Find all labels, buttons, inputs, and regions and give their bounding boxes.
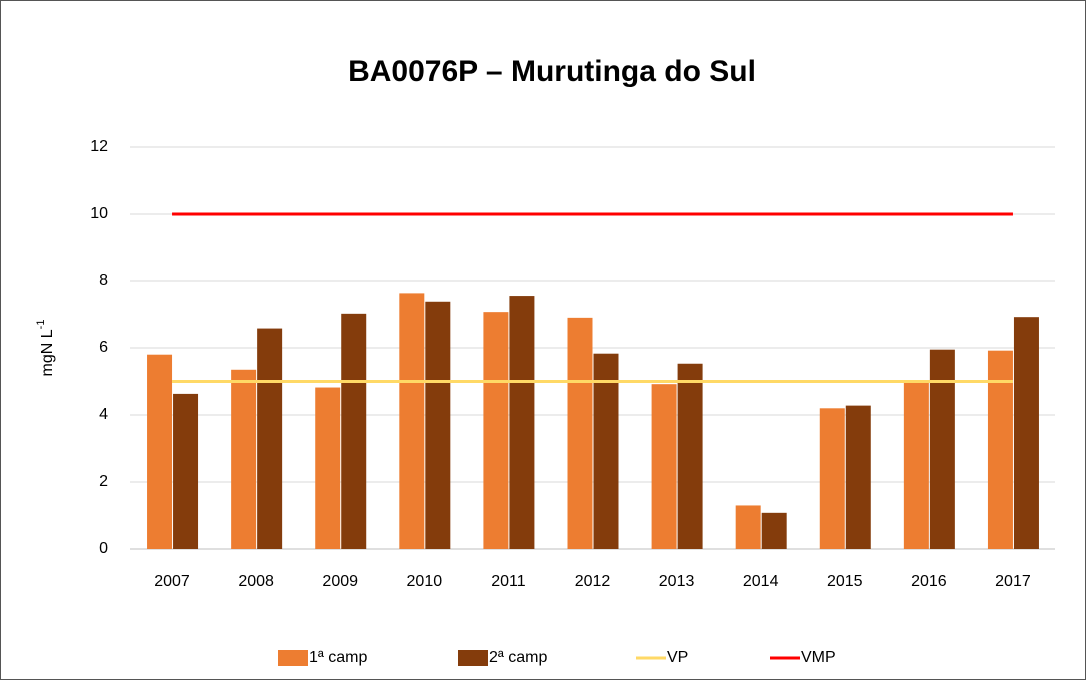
bar bbox=[173, 393, 199, 549]
legend-swatch bbox=[278, 650, 308, 666]
y-tick-label: 12 bbox=[90, 138, 108, 155]
bar bbox=[903, 382, 929, 549]
x-tick-label: 2012 bbox=[575, 573, 611, 590]
bar bbox=[231, 369, 257, 549]
bar bbox=[761, 512, 787, 549]
x-tick-label: 2010 bbox=[407, 573, 443, 590]
bar bbox=[147, 354, 173, 549]
bar bbox=[677, 363, 703, 549]
bar bbox=[929, 349, 955, 549]
x-tick-label: 2008 bbox=[238, 573, 274, 590]
bar bbox=[341, 313, 367, 549]
legend-label: VMP bbox=[801, 649, 836, 666]
bar bbox=[425, 301, 451, 549]
x-tick-label: 2017 bbox=[995, 573, 1031, 590]
legend-label: VP bbox=[667, 649, 688, 666]
y-tick-label: 10 bbox=[90, 205, 108, 222]
bar bbox=[735, 505, 761, 549]
bar bbox=[257, 328, 283, 549]
x-tick-label: 2007 bbox=[154, 573, 190, 590]
y-axis-label-text: mgN L bbox=[39, 329, 56, 376]
bar bbox=[987, 350, 1013, 549]
bar bbox=[593, 353, 619, 549]
y-axis-label-sup: -1 bbox=[35, 320, 47, 330]
legend-label: 2ª camp bbox=[489, 649, 547, 666]
bar bbox=[399, 293, 425, 549]
bar bbox=[651, 384, 677, 549]
y-tick-label: 2 bbox=[99, 473, 108, 490]
legend-label: 1ª camp bbox=[309, 649, 367, 666]
x-tick-label: 2014 bbox=[743, 573, 779, 590]
y-tick-label: 8 bbox=[99, 272, 108, 289]
y-axis-label: mgN L-1 bbox=[35, 320, 56, 377]
x-tick-label: 2013 bbox=[659, 573, 695, 590]
y-tick-label: 0 bbox=[99, 540, 108, 557]
bar bbox=[1013, 317, 1039, 549]
chart-title: BA0076P – Murutinga do Sul bbox=[348, 55, 756, 88]
x-tick-label: 2011 bbox=[491, 573, 526, 590]
y-tick-label: 6 bbox=[99, 339, 108, 356]
y-tick-label: 4 bbox=[99, 406, 108, 423]
x-tick-label: 2015 bbox=[827, 573, 863, 590]
legend-swatch bbox=[458, 650, 488, 666]
bar bbox=[819, 408, 845, 549]
bar bbox=[315, 387, 341, 549]
x-tick-label: 2009 bbox=[322, 573, 358, 590]
bar bbox=[845, 405, 871, 549]
x-tick-label: 2016 bbox=[911, 573, 947, 590]
bar bbox=[509, 296, 535, 549]
bar bbox=[483, 312, 509, 549]
bar bbox=[567, 317, 593, 549]
